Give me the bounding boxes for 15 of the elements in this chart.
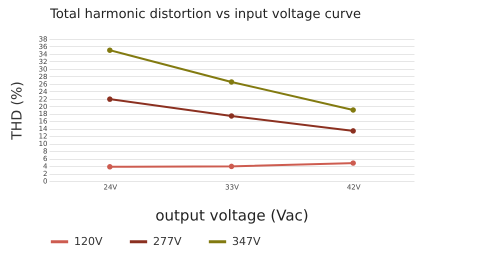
- point: [228, 164, 234, 170]
- legend-label: 120V: [74, 234, 103, 248]
- point: [228, 79, 234, 85]
- x-axis-title: output voltage (Vac): [155, 206, 309, 224]
- point: [350, 160, 356, 166]
- point: [228, 113, 234, 119]
- y-axis-title: THD (%): [10, 81, 26, 141]
- point: [350, 107, 356, 113]
- point: [107, 96, 113, 102]
- point: [107, 47, 113, 53]
- chart-title: Total harmonic distortion vs input voltage curve: [49, 7, 362, 22]
- legend-label: 347V: [232, 234, 261, 248]
- point: [107, 164, 113, 170]
- point: [350, 128, 356, 134]
- legend-label: 277V: [153, 234, 182, 248]
